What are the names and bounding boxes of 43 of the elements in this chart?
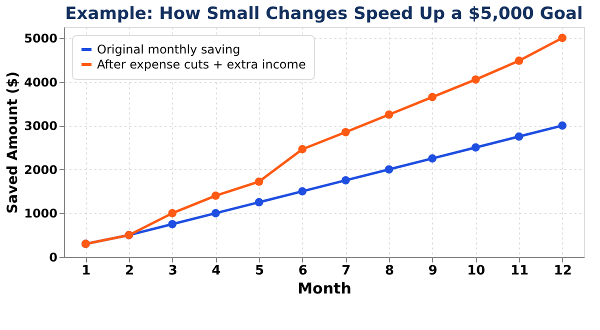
point <box>428 92 437 102</box>
point <box>471 75 480 84</box>
x-tick-label: 3 <box>168 264 178 278</box>
point <box>254 177 264 186</box>
y-tick-label: 4000 <box>24 75 58 90</box>
y-tick-label: 2000 <box>24 162 58 177</box>
x-axis-title: Month <box>298 280 352 298</box>
point <box>558 121 567 130</box>
point <box>384 110 394 119</box>
point <box>298 187 307 196</box>
x-tick-label: 2 <box>124 264 134 278</box>
point <box>558 34 567 42</box>
x-tick-label: 10 <box>467 264 486 278</box>
point <box>298 145 307 154</box>
x-tick-label: 12 <box>554 264 572 278</box>
x-tick-label: 11 <box>510 264 529 278</box>
legend-label: After expense cuts + extra income <box>97 58 306 72</box>
x-tick-label: 6 <box>298 264 308 278</box>
y-tick-label: 0 <box>49 250 58 264</box>
x-tick-label: 4 <box>212 264 221 278</box>
point <box>211 191 220 200</box>
x-tick-label: 9 <box>428 264 438 278</box>
point <box>211 209 220 218</box>
x-tick-label: 1 <box>82 264 91 278</box>
point <box>168 209 177 218</box>
point <box>341 128 350 136</box>
point <box>471 143 480 152</box>
chart-title: Example: How Small Changes Speed Up a $5,000 Goal <box>65 4 583 24</box>
point <box>384 165 394 174</box>
legend-label: Original monthly saving <box>97 42 240 56</box>
point <box>341 176 350 185</box>
point <box>514 56 524 65</box>
x-tick-label: 5 <box>254 264 264 278</box>
x-tick-label: 8 <box>384 264 394 278</box>
y-tick-label: 5000 <box>24 31 58 46</box>
point <box>254 198 264 206</box>
y-tick-label: 3000 <box>24 119 58 134</box>
x-tick-label: 7 <box>342 264 351 278</box>
y-tick-label: 1000 <box>24 206 58 221</box>
point <box>168 220 177 228</box>
point <box>428 154 437 163</box>
y-axis-title: Saved Amount ($) <box>5 71 22 214</box>
point <box>514 132 524 141</box>
